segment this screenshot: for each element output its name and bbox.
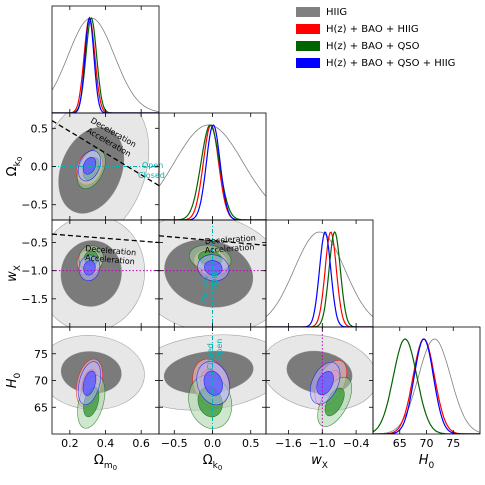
annotation-closed: Closed (138, 171, 165, 180)
panel-Om0-Ok0 (52, 113, 159, 220)
1d-posterior-series-3 (373, 338, 480, 434)
annotation-acceleration-wx: Acceleration (85, 253, 135, 266)
contour-inner-series-3 (82, 370, 97, 396)
annotation-acceleration-ok-wx: Acceleration (205, 243, 255, 255)
panel-1d-H0 (373, 338, 480, 434)
x-tick-label: 65 (393, 437, 407, 450)
1d-posterior-series-1 (266, 231, 373, 327)
legend-swatch (296, 24, 320, 34)
y-tick-label: 75 (34, 348, 48, 361)
panel-wX-H0 (266, 327, 373, 434)
1d-posterior-series-2 (52, 16, 159, 113)
contour-inner-series-3 (82, 156, 97, 175)
panel-Ok0-wX (159, 220, 266, 327)
1d-posterior-series-0 (266, 231, 373, 318)
legend-label: H(z) + BAO + HIIG (326, 23, 419, 35)
1d-posterior-series-0 (373, 338, 480, 434)
legend-swatch (296, 58, 320, 68)
y-tick-label: 65 (34, 401, 48, 414)
x-tick-label: −1.6 (275, 437, 302, 450)
annotation-closed-vertical-2: Closed (201, 276, 210, 303)
1d-posterior-series-0 (52, 17, 159, 113)
legend-label: H(z) + BAO + QSO (326, 40, 420, 52)
x-axis-label-H0: H0 (419, 453, 435, 471)
annotation-open: Open (142, 161, 163, 170)
x-tick-label: 0.6 (132, 437, 150, 450)
x-tick-label: 0.4 (97, 437, 115, 450)
x-axis-label-Ok0: Ωk0 (203, 453, 223, 472)
panel-1d-wX (266, 231, 373, 327)
y-axis-label-Ok0: Ωk0 (5, 157, 24, 177)
y-tick-label: −1.5 (21, 293, 48, 306)
contour-inner-series-3 (83, 260, 96, 276)
y-tick-label: −0.5 (21, 237, 48, 250)
legend-label: HIIG (326, 6, 348, 18)
x-tick-label: −1.0 (309, 437, 336, 450)
y-tick-label: −1.0 (21, 265, 48, 278)
x-tick-label: 0.2 (61, 437, 79, 450)
deceleration-boundary-line (159, 235, 266, 246)
legend-label: H(z) + BAO + QSO + HIIG (326, 57, 456, 69)
contour-inner-series-3 (203, 370, 223, 396)
annotation-open-vertical: Open (215, 339, 224, 360)
annotation-deceleration-ok-wx: Deceleration (205, 233, 257, 246)
legend-item: H(z) + BAO + QSO (296, 38, 482, 54)
x-tick-label: −0.4 (343, 437, 370, 450)
deceleration-boundary-line (52, 233, 159, 244)
1d-posterior-series-3 (266, 231, 373, 327)
panel-Om0-wX (52, 220, 159, 327)
panel-frame (51, 5, 160, 114)
x-tick-label: 0.0 (204, 437, 222, 450)
legend-swatch (296, 41, 320, 51)
legend-item: H(z) + BAO + HIIG (296, 21, 482, 37)
x-axis-label-wX: wX (311, 453, 328, 471)
x-tick-label: 75 (446, 437, 460, 450)
legend-item: H(z) + BAO + QSO + HIIG (296, 55, 482, 71)
1d-posterior-series-1 (373, 338, 480, 434)
y-axis-label-wX: wX (5, 265, 23, 282)
y-tick-label: −0.5 (21, 199, 48, 212)
1d-posterior-series-1 (52, 16, 159, 113)
panel-Om0-H0 (52, 335, 145, 429)
x-axis-label-Om0: Ωm0 (94, 453, 117, 472)
y-tick-label: 70 (34, 375, 48, 388)
x-tick-label: 0.5 (242, 437, 260, 450)
panel-1d-Om0 (52, 16, 159, 113)
1d-posterior-series-0 (159, 124, 266, 197)
panel-Ok0-H0 (159, 327, 266, 434)
annotation-deceleration-wx: Deceleration (85, 244, 137, 257)
deceleration-boundary-line (52, 120, 159, 187)
annotation-closed-vertical: Closed (206, 343, 215, 370)
y-axis-label-H0: H0 (5, 372, 23, 388)
1d-posterior-series-2 (373, 338, 480, 434)
legend-item: HIIG (296, 4, 482, 20)
1d-posterior-series-1 (159, 124, 266, 220)
annotation-open-vertical-2: Open (210, 269, 219, 290)
legend-swatch (296, 7, 320, 17)
y-tick-label: 0.5 (31, 122, 49, 135)
contour-inner-series-3 (316, 371, 334, 396)
contour-inner-series-3 (204, 260, 223, 276)
1d-posterior-series-2 (159, 124, 266, 220)
1d-posterior-series-3 (159, 124, 266, 220)
y-tick-label: 0.0 (31, 161, 49, 174)
x-tick-label: 70 (420, 437, 434, 450)
x-tick-label: −0.5 (161, 437, 188, 450)
panel-1d-Ok0 (159, 124, 266, 220)
1d-posterior-series-3 (52, 16, 159, 113)
legend: HIIG H(z) + BAO + HIIG H(z) + BAO + QSO H(z… (296, 4, 482, 72)
